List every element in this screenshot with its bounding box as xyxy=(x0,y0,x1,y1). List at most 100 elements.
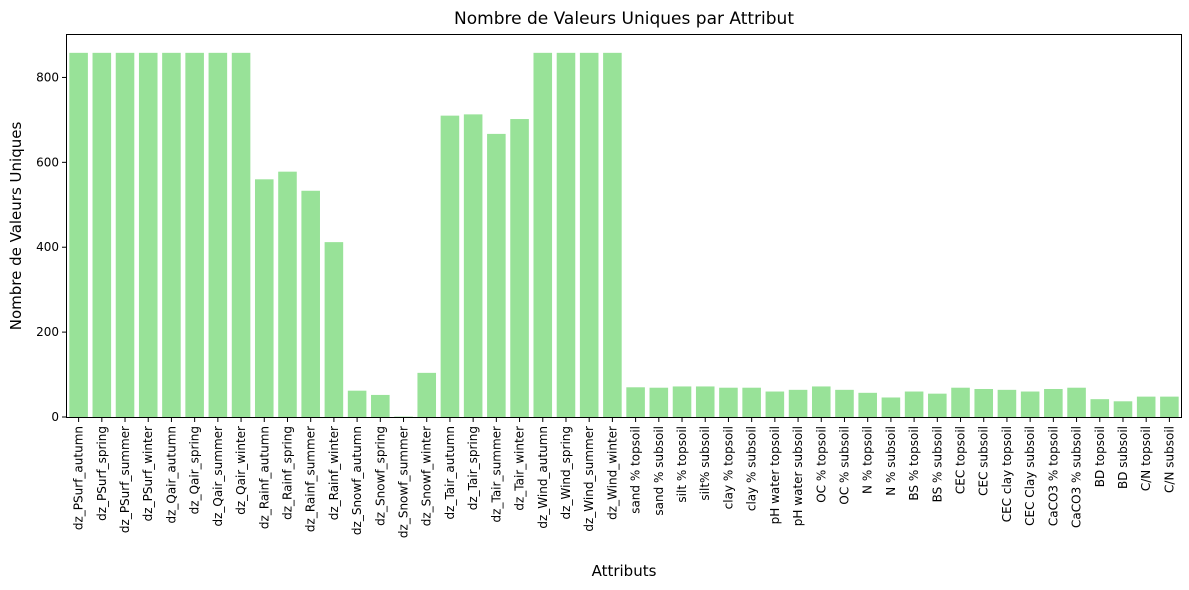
bar-37 xyxy=(928,393,947,417)
bar-29 xyxy=(742,387,761,417)
bar-12 xyxy=(347,390,367,417)
x-tick-label-7: dz_Qair_winter xyxy=(234,426,248,515)
y-tick-label-1: 200 xyxy=(36,325,59,339)
x-tick-label-31: pH water subsoil xyxy=(791,426,805,526)
x-tick-label-46: C/N topsoil xyxy=(1139,426,1153,491)
bar-15 xyxy=(417,372,437,417)
bar-39 xyxy=(974,388,994,417)
x-tick-label-19: dz_Tair_winter xyxy=(513,426,527,511)
bar-24 xyxy=(626,387,645,417)
bar-18 xyxy=(487,133,506,417)
x-tick-label-42: CaCO3 % topsoil xyxy=(1046,426,1060,526)
bar-31 xyxy=(788,389,808,417)
bar-0 xyxy=(69,52,88,417)
bar-10 xyxy=(301,190,320,417)
x-tick-label-1: dz_PSurf_spring xyxy=(95,426,109,521)
x-tick-label-26: silt % topsoil xyxy=(675,426,689,503)
x-tick-label-39: CEC subsoil xyxy=(977,426,991,496)
bar-3 xyxy=(138,52,158,417)
y-tick-label-3: 600 xyxy=(36,155,59,169)
chart-title: Nombre de Valeurs Uniques par Attribut xyxy=(454,9,794,29)
x-tick-label-23: dz_Wind_winter xyxy=(605,426,619,520)
bar-5 xyxy=(185,52,204,417)
bar-28 xyxy=(719,387,738,417)
x-tick-label-41: CEC Clay subsoil xyxy=(1023,426,1037,526)
bar-41 xyxy=(1020,391,1040,417)
y-tick-label-0: 0 xyxy=(51,410,59,424)
y-axis-label: Nombre de Valeurs Uniques xyxy=(7,122,25,331)
bar-25 xyxy=(649,387,669,417)
x-tick-label-43: CaCO3 % subsoil xyxy=(1070,426,1084,528)
bar-46 xyxy=(1136,396,1156,417)
x-tick-label-22: dz_Wind_summer xyxy=(582,426,596,532)
x-tick-label-14: dz_Snowf_summer xyxy=(397,426,411,538)
bar-16 xyxy=(440,115,460,417)
x-tick-label-8: dz_Rainf_autumn xyxy=(257,426,271,529)
x-tick-label-36: BS % topsoil xyxy=(907,426,921,501)
x-tick-label-40: CEC clay topsoil xyxy=(1000,426,1014,522)
x-axis: dz_PSurf_autumn dz_PSurf_spring dz_PSurf_s… xyxy=(72,417,1176,538)
x-tick-label-35: N % subsoil xyxy=(884,426,898,496)
bar-20 xyxy=(533,52,553,417)
x-tick-label-44: BD topsoil xyxy=(1093,426,1107,487)
x-tick-label-25: sand % subsoil xyxy=(652,426,666,516)
x-tick-label-15: dz_Snowf_winter xyxy=(420,426,434,526)
bar-4 xyxy=(162,52,181,417)
bar-23 xyxy=(603,52,622,417)
bar-36 xyxy=(904,391,924,417)
x-tick-label-10: dz_Rainf_summer xyxy=(304,426,318,532)
bar-9 xyxy=(278,171,297,417)
bar-43 xyxy=(1067,387,1086,417)
bar-22 xyxy=(579,52,599,417)
bar-17 xyxy=(463,114,483,418)
x-tick-label-3: dz_PSurf_winter xyxy=(141,426,155,521)
x-tick-label-29: clay % subsoil xyxy=(745,426,759,511)
x-tick-label-18: dz_Tair_summer xyxy=(489,426,503,523)
bar-34 xyxy=(858,392,877,417)
x-tick-label-33: OC % subsoil xyxy=(837,426,851,505)
bar-38 xyxy=(951,387,970,417)
x-tick-label-21: dz_Wind_spring xyxy=(559,426,573,519)
bar-40 xyxy=(997,389,1017,417)
x-tick-label-12: dz_Snowf_autumn xyxy=(350,426,364,535)
bar-45 xyxy=(1113,401,1133,417)
x-tick-label-2: dz_PSurf_summer xyxy=(118,426,132,533)
bar-21 xyxy=(556,52,576,417)
x-tick-label-45: BD subsoil xyxy=(1116,426,1130,489)
x-tick-label-6: dz_Qair_summer xyxy=(211,426,225,527)
bar-6 xyxy=(208,52,228,417)
x-tick-label-30: pH water topsoil xyxy=(768,426,782,524)
x-tick-label-5: dz_Qair_spring xyxy=(188,426,202,514)
y-tick-label-2: 400 xyxy=(36,240,59,254)
x-axis-label: Attributs xyxy=(592,562,657,580)
bar-11 xyxy=(324,242,344,417)
plot-frame xyxy=(66,34,1182,418)
bar-47 xyxy=(1160,396,1179,417)
x-tick-label-20: dz_Wind_autumn xyxy=(536,426,550,529)
x-tick-label-0: dz_PSurf_autumn xyxy=(72,426,86,530)
x-tick-label-17: dz_Tair_spring xyxy=(466,426,480,510)
x-tick-label-11: dz_Rainf_winter xyxy=(327,426,341,520)
bars-group xyxy=(69,52,1179,418)
bar-2 xyxy=(115,52,135,417)
y-tick-label-4: 800 xyxy=(36,70,59,84)
bar-42 xyxy=(1044,388,1063,417)
bar-7 xyxy=(231,52,251,417)
bar-8 xyxy=(254,179,274,417)
bar-35 xyxy=(881,397,901,417)
bar-13 xyxy=(371,394,390,417)
x-tick-label-16: dz_Tair_autumn xyxy=(443,426,457,519)
x-tick-label-9: dz_Rainf_spring xyxy=(280,426,294,520)
x-tick-label-34: N % topsoil xyxy=(861,426,875,494)
x-tick-label-27: silt% subsoil xyxy=(698,426,712,501)
bar-19 xyxy=(510,119,529,417)
x-tick-label-32: OC % topsoil xyxy=(814,426,828,503)
x-tick-label-24: sand % topsoil xyxy=(629,426,643,514)
bar-30 xyxy=(765,391,785,417)
y-axis: 0 200 400 600 800 xyxy=(36,70,67,424)
bar-44 xyxy=(1090,399,1110,417)
bar-1 xyxy=(92,52,112,417)
bar-32 xyxy=(811,386,831,417)
x-tick-label-38: CEC topsoil xyxy=(954,426,968,494)
